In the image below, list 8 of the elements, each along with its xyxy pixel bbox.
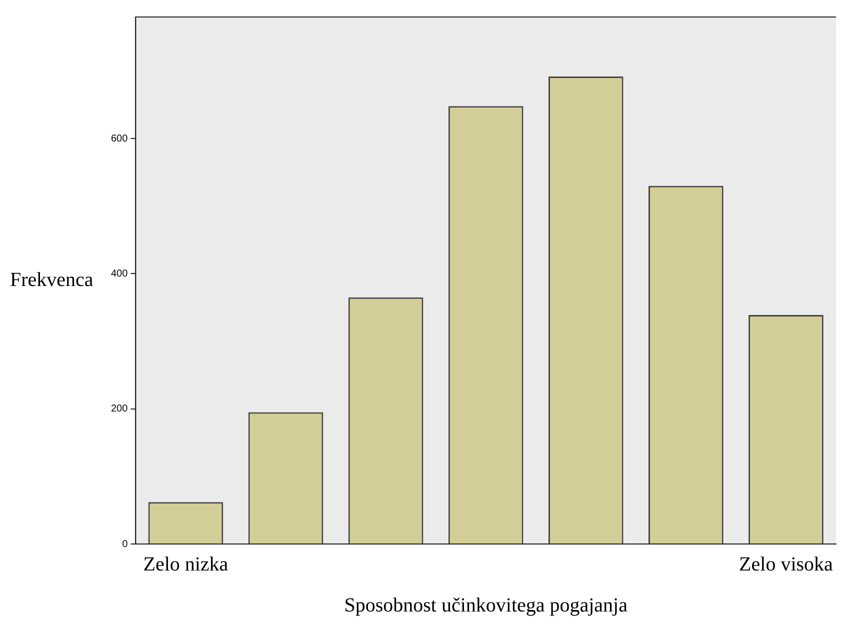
x-tick-label: Zelo visoka (739, 553, 834, 576)
x-axis-title: Sposobnost učinkovitega pogajanja (344, 594, 628, 616)
y-tick-label: 600 (110, 133, 128, 144)
y-tick-label: 200 (110, 404, 128, 415)
y-axis-title: Frekvenca (10, 268, 94, 291)
y-tick-label: 400 (110, 268, 128, 280)
y-tick-label: 0 (122, 538, 128, 550)
x-tick-label: Zelo nizka (143, 553, 228, 576)
